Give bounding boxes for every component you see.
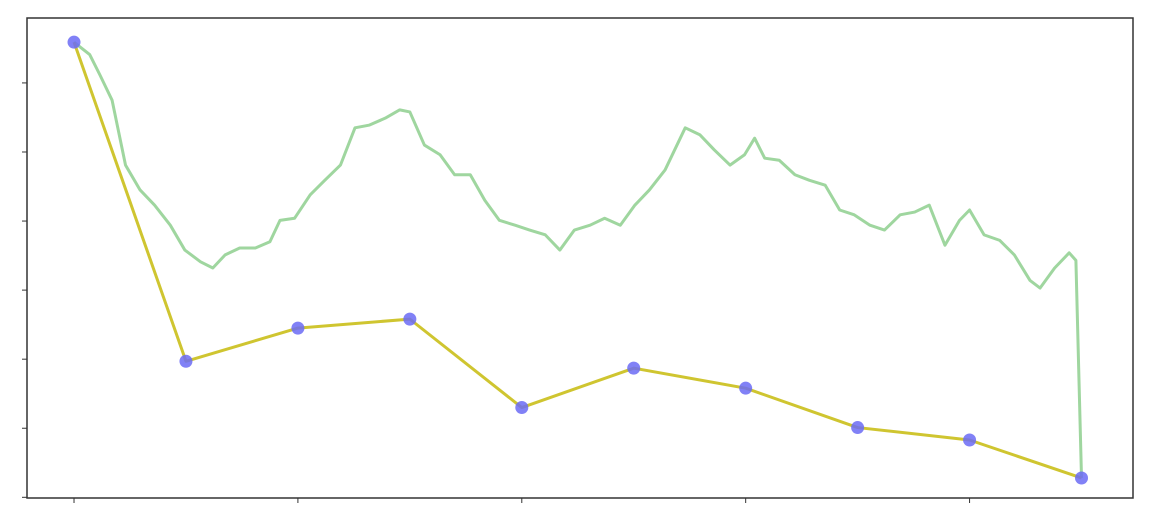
marker	[851, 421, 865, 435]
marker	[627, 361, 641, 375]
plot-frame	[26, 17, 1134, 499]
marker	[1075, 471, 1089, 485]
marker	[179, 354, 193, 368]
series-line	[72, 41, 1082, 480]
series-line	[73, 40, 1084, 479]
marker	[67, 35, 81, 49]
marker	[515, 401, 529, 415]
marker	[291, 321, 305, 335]
marker	[963, 433, 977, 447]
marker	[739, 381, 753, 395]
marker	[403, 312, 417, 326]
